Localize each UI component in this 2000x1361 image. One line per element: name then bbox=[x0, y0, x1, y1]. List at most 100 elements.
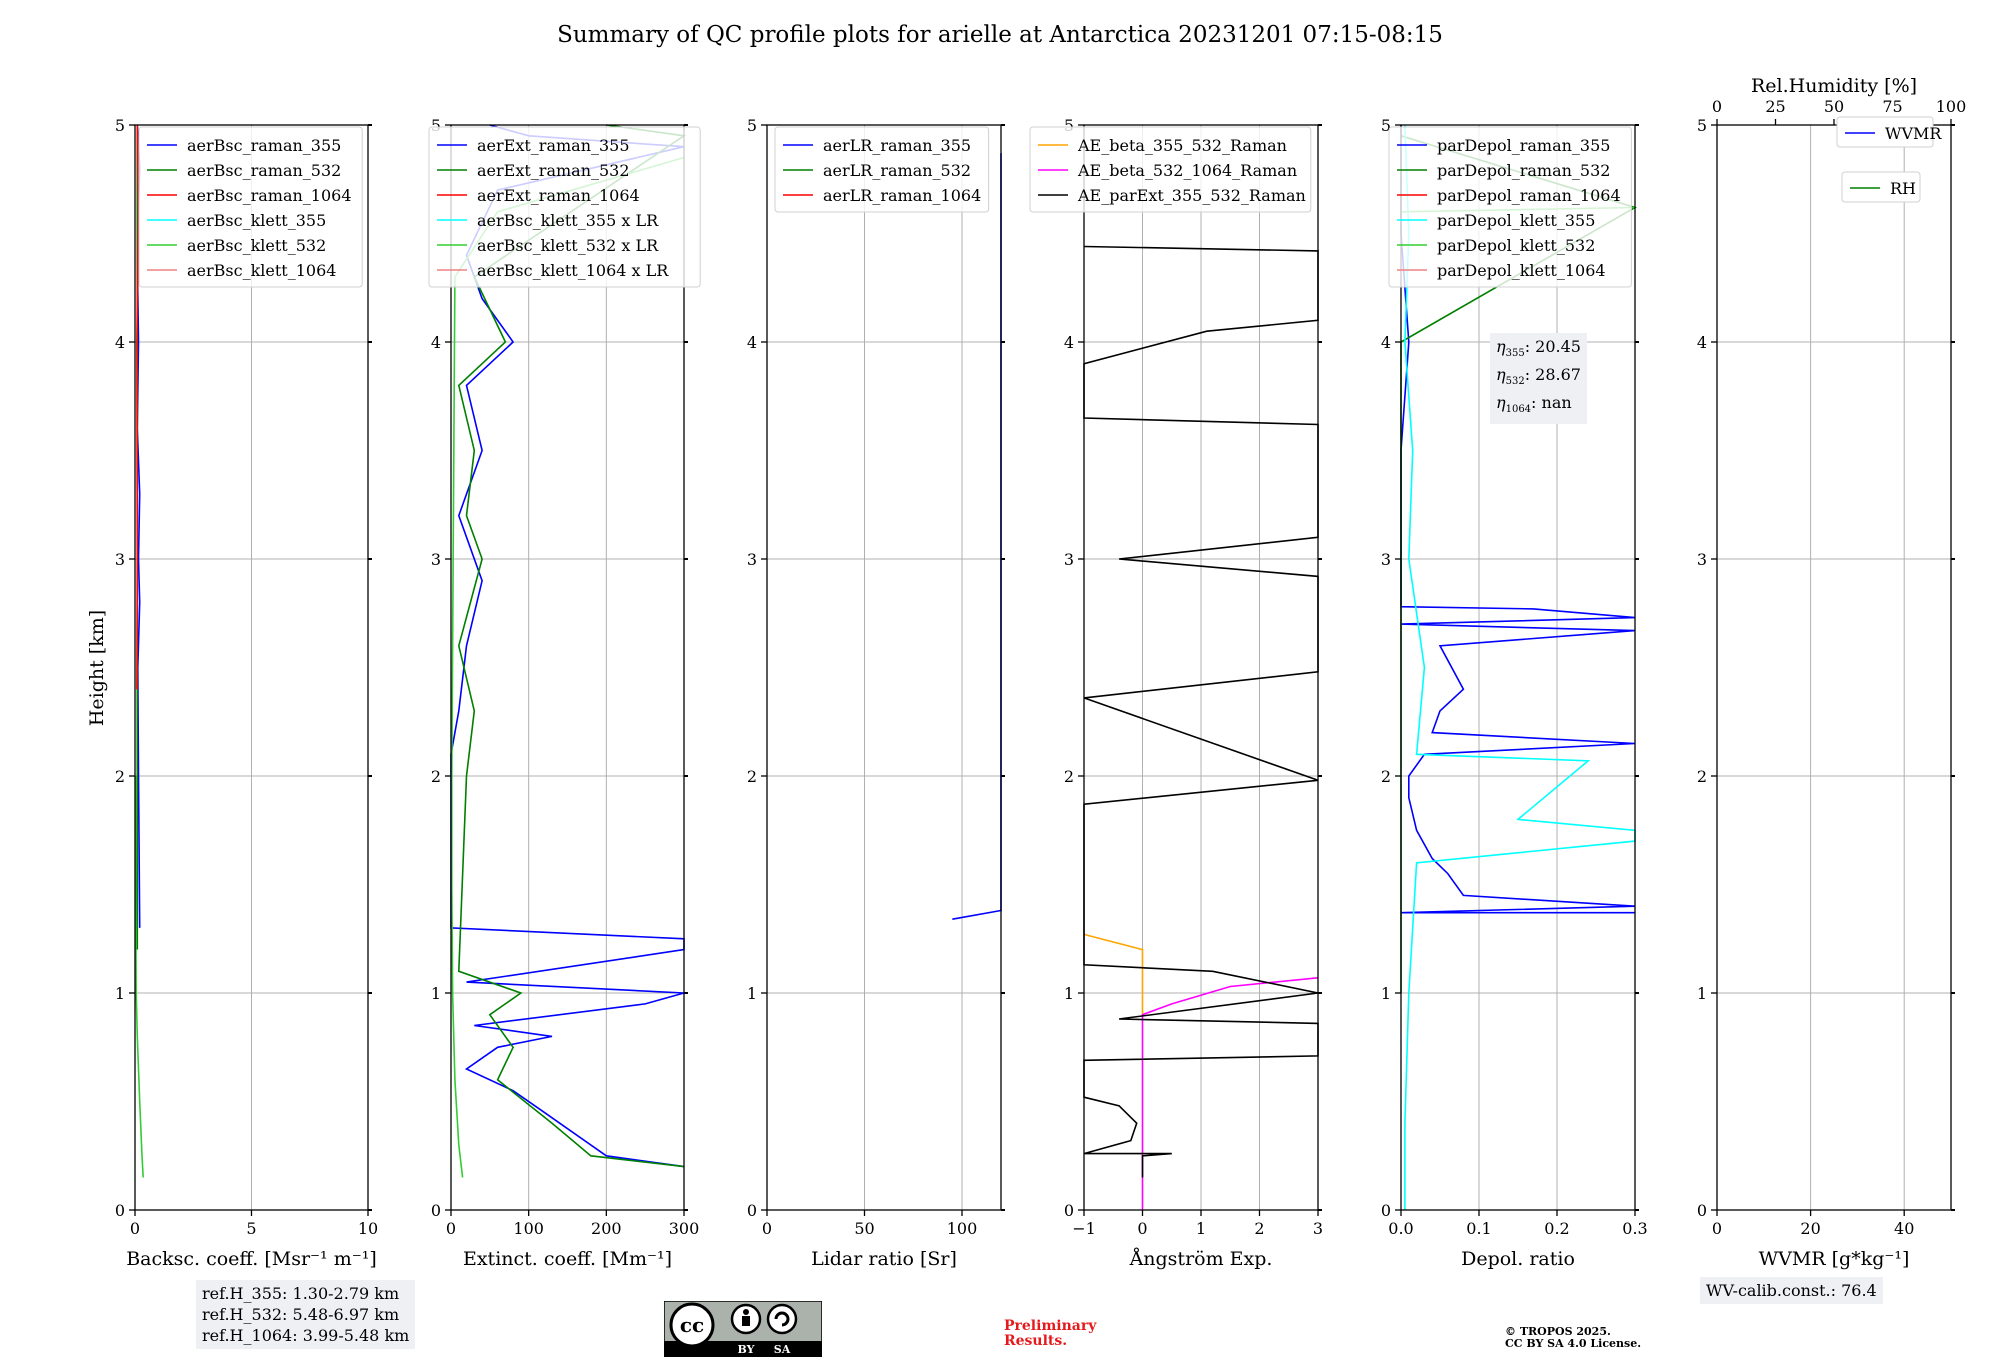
y-tick-label: 0 bbox=[1064, 1201, 1074, 1220]
y-tick-label: 1 bbox=[115, 984, 125, 1003]
plot-frame bbox=[450, 124, 685, 1211]
x-axis-label: WVMR [g*kg⁻¹] bbox=[1759, 1248, 1910, 1270]
y-tick-label: 0 bbox=[431, 1201, 441, 1220]
x-tick-label: 20 bbox=[1800, 1219, 1820, 1238]
legend-entry: WVMR bbox=[1885, 124, 1942, 143]
legend-box bbox=[1841, 171, 1921, 203]
x-tick-label: 0.3 bbox=[1622, 1219, 1647, 1238]
x-tick-label: 50 bbox=[854, 1219, 874, 1238]
y-tick-label: 3 bbox=[1697, 550, 1707, 569]
reference-height-box: ref.H_355: 1.30-2.79 km ref.H_532: 5.48-… bbox=[196, 1280, 416, 1349]
figure-title: Summary of QC profile plots for arielle … bbox=[557, 22, 1443, 48]
x-tick-label: 3 bbox=[1313, 1219, 1323, 1238]
x-axis-label: Backsc. coeff. [Msr⁻¹ m⁻¹] bbox=[126, 1248, 377, 1270]
series-line-ae-beta-355-532-raman bbox=[1083, 933, 1144, 1015]
legend-entry: parDepol_klett_1064 bbox=[1437, 261, 1606, 280]
plot-frame bbox=[1400, 124, 1636, 1211]
legend-entry: parDepol_raman_1064 bbox=[1437, 186, 1621, 205]
legend-box bbox=[1836, 116, 1934, 148]
eta-symbol: η bbox=[1496, 337, 1506, 356]
y-tick-label: 3 bbox=[115, 550, 125, 569]
y-tick-label: 3 bbox=[431, 550, 441, 569]
series-line-aerlr-raman-355 bbox=[952, 153, 1002, 920]
x-tick-label: −1 bbox=[1072, 1219, 1096, 1238]
legend-entry: aerBsc_klett_355 x LR bbox=[477, 211, 659, 230]
y-tick-label: 5 bbox=[115, 116, 125, 135]
legend-entry: AE_beta_532_1064_Raman bbox=[1077, 161, 1297, 180]
y-tick-label: 1 bbox=[1697, 984, 1707, 1003]
y-tick-label: 4 bbox=[1697, 333, 1707, 352]
y-tick-label: 4 bbox=[431, 333, 441, 352]
legend-entry: parDepol_klett_355 bbox=[1437, 211, 1595, 230]
x-tick-label: 1 bbox=[1196, 1219, 1206, 1238]
series-line-pardepol-klett-355 bbox=[1404, 124, 1636, 1210]
legend-entry: aerExt_raman_355 bbox=[477, 136, 630, 155]
ref-h-532: ref.H_532: 5.48-6.97 km bbox=[202, 1305, 400, 1324]
series-line-aerext-raman-532 bbox=[457, 124, 687, 1168]
preliminary-notice: Preliminary Results. bbox=[1004, 1318, 1097, 1349]
y-tick-label: 2 bbox=[431, 767, 441, 786]
x-tick-label: 100 bbox=[513, 1219, 544, 1238]
x-top-axis-label: Rel.Humidity [%] bbox=[1751, 75, 1917, 97]
y-tick-label: 4 bbox=[115, 333, 125, 352]
y-tick-label: 2 bbox=[115, 767, 125, 786]
legend-entry: aerBsc_raman_1064 bbox=[187, 186, 352, 205]
x-top-tick-label: 50 bbox=[1824, 97, 1844, 116]
legend-entry: parDepol_raman_532 bbox=[1437, 161, 1610, 180]
legend-entry: aerLR_raman_1064 bbox=[823, 186, 981, 205]
x-tick-label: 100 bbox=[947, 1219, 978, 1238]
eta-symbol: η bbox=[1496, 393, 1506, 413]
y-tick-label: 2 bbox=[747, 767, 757, 786]
legend-entry: parDepol_raman_355 bbox=[1437, 136, 1610, 155]
x-axis-label: Ångström Exp. bbox=[1129, 1248, 1273, 1270]
legend-box bbox=[1029, 126, 1312, 213]
y-tick-label: 3 bbox=[1381, 550, 1391, 569]
x-tick-label: 10 bbox=[358, 1219, 378, 1238]
x-tick-label: 0 bbox=[762, 1219, 772, 1238]
y-tick-label: 0 bbox=[1381, 1201, 1391, 1220]
x-tick-label: 0 bbox=[446, 1219, 456, 1238]
legend-box bbox=[774, 126, 990, 213]
copyright-notice: © TROPOS 2025. CC BY SA 4.0 License. bbox=[1505, 1325, 1642, 1350]
x-top-tick-label: 0 bbox=[1712, 97, 1722, 116]
ref-h-1064: ref.H_1064: 3.99-5.48 km bbox=[202, 1326, 410, 1345]
legend-entry: AE_parExt_355_532_Raman bbox=[1077, 186, 1306, 205]
eta-symbol: η bbox=[1496, 365, 1506, 385]
y-tick-label: 4 bbox=[747, 333, 757, 352]
y-tick-label: 5 bbox=[1064, 116, 1074, 135]
eta-1064: η1064: nan bbox=[1496, 393, 1572, 416]
y-tick-label: 2 bbox=[1697, 767, 1707, 786]
y-tick-label: 1 bbox=[747, 984, 757, 1003]
series-line-aerbsc-raman-1064 bbox=[136, 124, 140, 690]
wv-calib-box: WV-calib.const.: 76.4 bbox=[1700, 1277, 1883, 1304]
y-tick-label: 5 bbox=[431, 116, 441, 135]
eta-355: η355: 20.45 bbox=[1496, 337, 1581, 360]
legend-box bbox=[428, 126, 701, 288]
x-tick-label: 0.2 bbox=[1544, 1219, 1569, 1238]
y-tick-label: 5 bbox=[1697, 116, 1707, 135]
y-tick-label: 5 bbox=[747, 116, 757, 135]
plot-frame bbox=[1716, 124, 1952, 1211]
y-tick-label: 2 bbox=[1064, 767, 1074, 786]
x-tick-label: 0.1 bbox=[1466, 1219, 1491, 1238]
x-top-tick-label: 100 bbox=[1936, 97, 1967, 116]
legend-entry: aerBsc_klett_355 bbox=[187, 211, 326, 230]
y-tick-label: 0 bbox=[115, 1201, 125, 1220]
x-tick-label: 0 bbox=[1137, 1219, 1147, 1238]
x-tick-label: 0 bbox=[1712, 1219, 1722, 1238]
sa-icon bbox=[766, 1303, 798, 1335]
legend-entry: aerExt_raman_532 bbox=[477, 161, 630, 180]
legend-entry: aerBsc_raman_355 bbox=[187, 136, 341, 155]
legend-entry: aerBsc_raman_532 bbox=[187, 161, 341, 180]
eta-532: η532: 28.67 bbox=[1496, 365, 1581, 388]
y-tick-label: 4 bbox=[1381, 333, 1391, 352]
y-axis-label: Height [km] bbox=[86, 610, 108, 726]
cc-sa-label: SA bbox=[774, 1343, 791, 1356]
legend-entry: AE_beta_355_532_Raman bbox=[1077, 136, 1287, 155]
legend-entry: aerLR_raman_355 bbox=[823, 136, 971, 155]
legend-box bbox=[1388, 126, 1632, 288]
legend-box bbox=[138, 126, 363, 288]
legend-entry: aerBsc_klett_532 bbox=[187, 236, 326, 255]
series-line-aerbsc-klett-532 bbox=[134, 775, 144, 1178]
